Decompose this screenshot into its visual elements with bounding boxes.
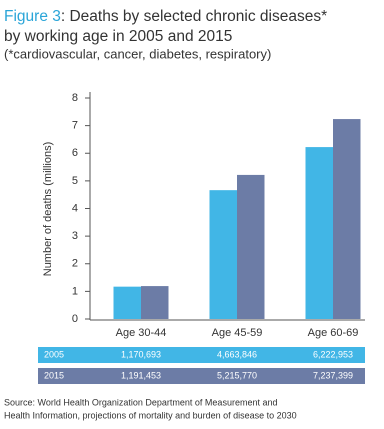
- y-tick-label: 3: [72, 230, 78, 242]
- y-tick-label: 4: [72, 202, 78, 214]
- series-name: 2015: [44, 370, 64, 380]
- value-label: 4,663,846: [217, 349, 257, 359]
- series-name: 2005: [44, 349, 64, 359]
- figure-label: Figure 3: [4, 8, 61, 25]
- bar: [305, 147, 333, 319]
- value-label: 1,191,453: [121, 370, 161, 380]
- x-tick-label: Age 30-44: [116, 327, 167, 339]
- value-label: 5,215,770: [217, 370, 257, 380]
- source: Source: World Health Organization Depart…: [4, 397, 277, 407]
- subtitle: (*cardiovascular, cancer, diabetes, resp…: [4, 46, 271, 61]
- y-tick-label: 5: [72, 175, 78, 187]
- y-tick-label: 1: [72, 285, 78, 297]
- title-line: : Deaths by selected chronic diseases*: [61, 8, 327, 25]
- bar: [141, 286, 169, 319]
- title-line: by working age in 2005 and 2015: [4, 28, 232, 45]
- value-label: 6,222,953: [313, 349, 353, 359]
- bar: [209, 190, 237, 319]
- table-row: [38, 368, 365, 384]
- y-tick-label: 6: [72, 147, 78, 159]
- bar: [333, 119, 361, 319]
- y-tick-label: 8: [72, 92, 78, 104]
- bar: [113, 286, 141, 319]
- value-label: 7,237,399: [313, 370, 353, 380]
- y-axis-label: Number of deaths (millions): [42, 142, 54, 277]
- source: Health Information, projections of morta…: [4, 410, 297, 420]
- y-tick-label: 0: [72, 313, 78, 325]
- value-label: 1,170,693: [121, 349, 161, 359]
- x-tick-label: Age 45-59: [212, 327, 263, 339]
- chart-title: Figure 3: Deaths by selected chronic dis…: [4, 8, 327, 25]
- bar: [237, 174, 265, 319]
- y-tick-label: 2: [72, 258, 78, 270]
- x-tick-label: Age 60-69: [308, 327, 359, 339]
- y-tick-label: 7: [72, 120, 78, 132]
- table-row: [38, 347, 365, 363]
